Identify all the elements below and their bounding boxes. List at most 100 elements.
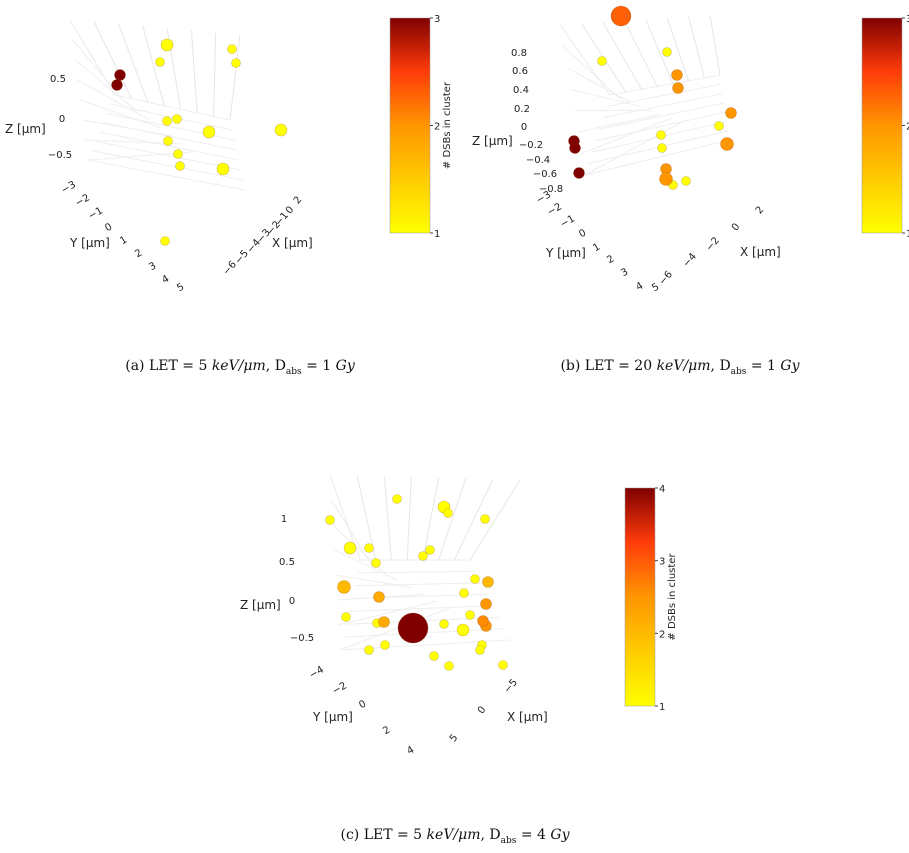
p2-colorbar-tick: 2	[659, 629, 665, 640]
p2-data-point	[392, 494, 402, 504]
p0-y-tick: 5	[175, 281, 186, 294]
p2-data-point	[380, 640, 390, 650]
p1-gridline	[577, 113, 662, 133]
p2-y-tick: 4	[405, 744, 416, 757]
p1-x-tick: 0	[730, 221, 743, 233]
p1-gridline	[584, 121, 683, 176]
p0-colorbar-tick: 3	[434, 14, 440, 25]
p2-colorbar-frame	[624, 487, 656, 707]
p0-z-tick: 0.5	[50, 74, 66, 85]
p1-data-point	[610, 5, 632, 27]
p1-data-point	[569, 142, 581, 154]
p1-data-point	[657, 143, 667, 153]
p1-colorbar-tick: 1	[906, 229, 909, 240]
p2-data-point	[378, 616, 390, 628]
p2-data-point	[418, 551, 428, 561]
p1-y-tick: −1	[559, 213, 577, 230]
p1-data-point	[720, 137, 734, 151]
p2-gridline	[348, 605, 493, 612]
p1-gridline	[709, 14, 721, 76]
p2-data-point	[470, 574, 480, 584]
p1-data-point	[659, 172, 673, 186]
p1-gridline	[602, 93, 723, 119]
p1-z-tick: −0.4	[526, 155, 550, 166]
p1-data-point	[671, 69, 683, 81]
p2-colorbar-tick: 1	[659, 702, 665, 713]
p0-y-tick: −3	[60, 179, 78, 196]
caption-b: (b) LET = 20 keV/μm, Dabs = 1 Gy	[560, 358, 800, 377]
p1-gridline	[623, 20, 658, 87]
p1-y-axis-label: Y [μm]	[545, 246, 586, 260]
p2-data-point	[397, 612, 429, 644]
p2-data-point	[337, 580, 351, 594]
p1-x-tick: −2	[704, 235, 722, 253]
p2-z-tick: −0.5	[290, 633, 314, 644]
p1-gridline	[566, 67, 631, 104]
p1-data-point	[714, 121, 724, 131]
p1-z-tick: 0.8	[511, 48, 527, 59]
p0-colorbar-label: # DSBs in cluster	[442, 81, 453, 169]
p0-data-point	[162, 116, 172, 126]
p0-data-point	[227, 44, 237, 54]
p0-data-point	[274, 123, 288, 137]
p2-data-point	[425, 545, 435, 555]
p2-x-axis-label: X [μm]	[507, 710, 548, 724]
p2-data-point	[475, 645, 485, 655]
p2-gridline	[335, 574, 412, 588]
p2-data-point	[498, 660, 508, 670]
p2-gridline	[453, 479, 494, 561]
p1-y-tick: −2	[546, 201, 564, 218]
p1-y-tick: 3	[619, 266, 630, 279]
p1-data-point	[597, 56, 607, 66]
p1-gridline	[599, 102, 725, 130]
p1-colorbar	[862, 18, 902, 233]
p0-gridline	[82, 119, 171, 137]
p1-gridline	[584, 139, 731, 176]
p0-y-tick: −1	[87, 205, 105, 222]
p0-x-tick: 2	[292, 194, 305, 206]
p1-y-tick: 5	[650, 281, 661, 294]
p1-z-tick: −0.2	[519, 140, 543, 151]
p1-data-point	[672, 82, 684, 94]
p2-data-point	[480, 598, 492, 610]
p2-data-point	[341, 612, 351, 622]
p1-x-tick: −4	[681, 251, 699, 269]
p2-data-point	[343, 541, 357, 555]
p1-gridline	[666, 17, 690, 81]
p0-y-tick: 1	[118, 234, 129, 247]
p2-data-point	[373, 591, 385, 603]
p0-data-point	[173, 149, 183, 159]
p0-data-point	[160, 236, 170, 246]
p1-data-point	[725, 107, 737, 119]
p2-colorbar-label: # DSBs in cluster	[667, 553, 678, 641]
p1-x-axis-label: X [μm]	[740, 245, 781, 259]
p0-gridline	[114, 94, 231, 121]
p2-data-point	[325, 515, 335, 525]
p2-y-axis-label: Y [μm]	[312, 710, 353, 724]
p1-z-tick: 0.6	[512, 66, 528, 77]
p0-gridline	[142, 26, 165, 106]
p2-colorbar	[625, 488, 655, 706]
p2-x-tick: −5	[502, 677, 520, 695]
p2-gridline	[422, 477, 440, 561]
p1-x-tick: −6	[657, 269, 675, 287]
p1-data-point	[573, 167, 585, 179]
p0-data-point	[175, 161, 185, 171]
p0-z-tick: −0.5	[48, 150, 72, 161]
p0-gridline	[190, 30, 198, 113]
p1-data-point	[656, 130, 666, 140]
p2-data-point	[371, 558, 381, 568]
p2-z-tick: 0.5	[279, 557, 295, 568]
p0-y-tick: −2	[74, 192, 92, 209]
p0-x-tick: 0	[284, 204, 297, 216]
p0-data-point	[163, 136, 173, 146]
p0-y-tick: 4	[160, 273, 171, 286]
p2-data-point	[429, 651, 439, 661]
p1-z-axis-label: Z [μm]	[472, 134, 513, 148]
p1-gridline	[606, 83, 722, 107]
p1-z-tick: 0.2	[514, 104, 530, 115]
p0-gridline	[99, 131, 239, 161]
p0-gridline	[74, 59, 138, 112]
p1-gridline	[559, 24, 611, 96]
